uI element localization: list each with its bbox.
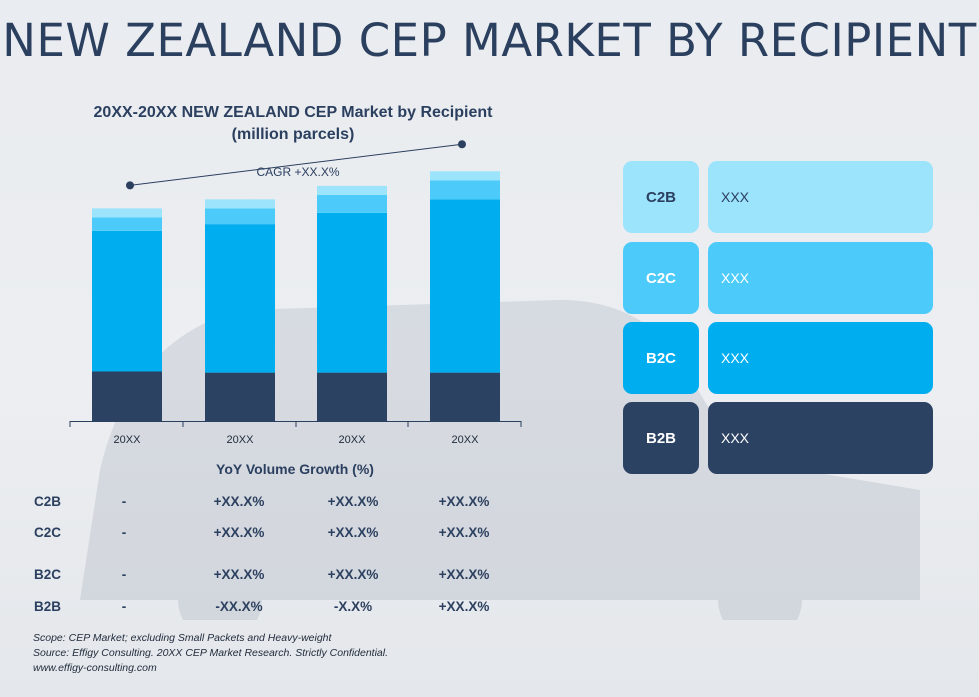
bar-b2c-3 [317,212,387,373]
bar-b2b-2 [205,372,275,421]
cagr-line [129,143,463,186]
bar-b2b-4 [430,372,500,421]
legend-key: B2B [623,402,699,474]
bar-c2b-3 [317,185,387,195]
bar-c2c-3 [317,194,387,213]
footnotes: Scope: CEP Market; excluding Small Packe… [33,631,388,676]
legend-value: XXX [708,322,933,394]
cagr-label: CAGR +XX.X% [256,165,339,179]
footnote-scope: Scope: CEP Market; excluding Small Packe… [33,632,332,644]
bar-c2c-1 [92,217,162,231]
bar-c2b-2 [205,199,275,209]
x-tick-label: 20XX [452,434,480,446]
legend-value: XXX [708,242,933,314]
footnote-source: Source: Effigy Consulting. 20XX CEP Mark… [33,647,389,659]
bar-c2c-2 [205,208,275,225]
legend-key: B2C [623,322,699,394]
bar-c2c-4 [430,180,500,200]
bar-b2c-1 [92,230,162,372]
yoy-title: YoY Volume Growth (%) [216,461,374,477]
chart-title: 20XX-20XX NEW ZEALAND CEP Market by Reci… [80,102,506,146]
chart-title-line1: 20XX-20XX NEW ZEALAND CEP Market by Reci… [93,104,493,121]
bar-c2b-1 [92,208,162,218]
x-tick-label: 20XX [227,434,255,446]
bar-b2b-1 [92,371,162,421]
legend-key: C2C [623,242,699,314]
x-tick-label: 20XX [339,434,367,446]
page-title: NEW ZEALAND CEP MARKET BY RECIPIENT [2,14,977,67]
bar-b2c-4 [430,199,500,373]
bar-b2c-2 [205,224,275,373]
cagr-start-dot [126,181,134,190]
legend-value: XXX [708,161,933,233]
cagr-end-dot [458,140,466,149]
legend-value: XXX [708,402,933,474]
legend-key: C2B [623,161,699,233]
footnote-url: www.effigy-consulting.com [33,662,157,674]
x-tick-label: 20XX [114,434,142,446]
bar-b2b-3 [317,372,387,421]
chart-title-line2: (million parcels) [231,126,355,143]
bar-c2b-4 [430,171,500,181]
